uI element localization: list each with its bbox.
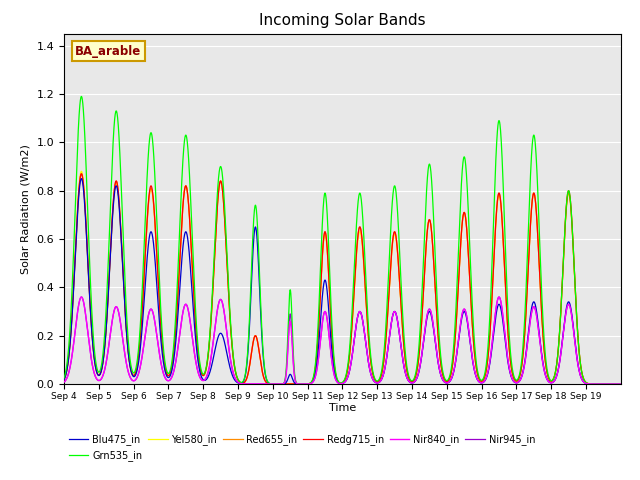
Grn535_in	[414, 356, 422, 361]
Nir840_in	[174, 343, 182, 349]
Blu475_in	[174, 309, 182, 314]
Yel580_in	[499, 226, 506, 231]
Yel580_in	[60, 377, 68, 383]
Nir840_in	[617, 381, 625, 387]
Red655_in	[77, 171, 85, 177]
Yel580_in	[617, 381, 625, 387]
Yel580_in	[611, 381, 618, 387]
Redg715_in	[463, 229, 471, 235]
Grn535_in	[532, 149, 540, 155]
Nir945_in	[174, 343, 182, 349]
Blu475_in	[532, 304, 540, 310]
Red655_in	[499, 223, 506, 229]
Nir840_in	[611, 381, 618, 387]
Redg715_in	[532, 203, 540, 209]
Grn535_in	[77, 94, 85, 99]
Y-axis label: Solar Radiation (W/m2): Solar Radiation (W/m2)	[21, 144, 31, 274]
Blu475_in	[611, 381, 618, 387]
Text: BA_arable: BA_arable	[75, 45, 141, 58]
Nir840_in	[414, 372, 422, 378]
Yel580_in	[532, 203, 540, 209]
Blu475_in	[499, 315, 506, 321]
Redg715_in	[174, 287, 182, 292]
Grn535_in	[611, 381, 618, 387]
Nir840_in	[60, 379, 68, 385]
Grn535_in	[617, 381, 625, 387]
Nir840_in	[532, 309, 540, 315]
Yel580_in	[77, 168, 85, 174]
Nir945_in	[532, 309, 540, 315]
Blu475_in	[414, 372, 422, 378]
Nir945_in	[414, 372, 422, 378]
Line: Grn535_in: Grn535_in	[64, 96, 621, 384]
Nir945_in	[60, 379, 68, 385]
Red655_in	[463, 229, 471, 235]
Nir945_in	[611, 381, 618, 387]
Line: Blu475_in: Blu475_in	[64, 179, 621, 384]
Blu475_in	[77, 176, 85, 181]
Blu475_in	[60, 377, 68, 383]
Yel580_in	[463, 229, 471, 235]
Line: Red655_in: Red655_in	[64, 174, 621, 384]
Blu475_in	[617, 381, 625, 387]
Grn535_in	[60, 375, 68, 381]
Grn535_in	[499, 164, 506, 169]
Red655_in	[532, 203, 540, 209]
Redg715_in	[60, 377, 68, 383]
Nir945_in	[463, 315, 471, 321]
Redg715_in	[611, 381, 618, 387]
Red655_in	[611, 381, 618, 387]
Redg715_in	[499, 223, 506, 229]
Nir840_in	[499, 309, 506, 315]
Grn535_in	[463, 180, 471, 186]
Nir945_in	[77, 294, 85, 300]
X-axis label: Time: Time	[329, 403, 356, 413]
Nir840_in	[77, 294, 85, 300]
Legend: Blu475_in, Grn535_in, Yel580_in, Red655_in, Redg715_in, Nir840_in, Nir945_in: Blu475_in, Grn535_in, Yel580_in, Red655_…	[69, 434, 535, 461]
Red655_in	[617, 381, 625, 387]
Red655_in	[60, 377, 68, 383]
Line: Redg715_in: Redg715_in	[64, 174, 621, 384]
Nir945_in	[499, 309, 506, 315]
Line: Nir840_in: Nir840_in	[64, 297, 621, 384]
Grn535_in	[174, 263, 182, 268]
Line: Nir945_in: Nir945_in	[64, 297, 621, 384]
Redg715_in	[617, 381, 625, 387]
Title: Incoming Solar Bands: Incoming Solar Bands	[259, 13, 426, 28]
Blu475_in	[463, 317, 471, 323]
Line: Yel580_in: Yel580_in	[64, 171, 621, 384]
Red655_in	[174, 287, 182, 292]
Yel580_in	[174, 287, 182, 292]
Red655_in	[414, 362, 422, 368]
Nir945_in	[617, 381, 625, 387]
Yel580_in	[414, 362, 422, 368]
Nir840_in	[463, 315, 471, 321]
Redg715_in	[414, 362, 422, 368]
Redg715_in	[77, 171, 85, 177]
